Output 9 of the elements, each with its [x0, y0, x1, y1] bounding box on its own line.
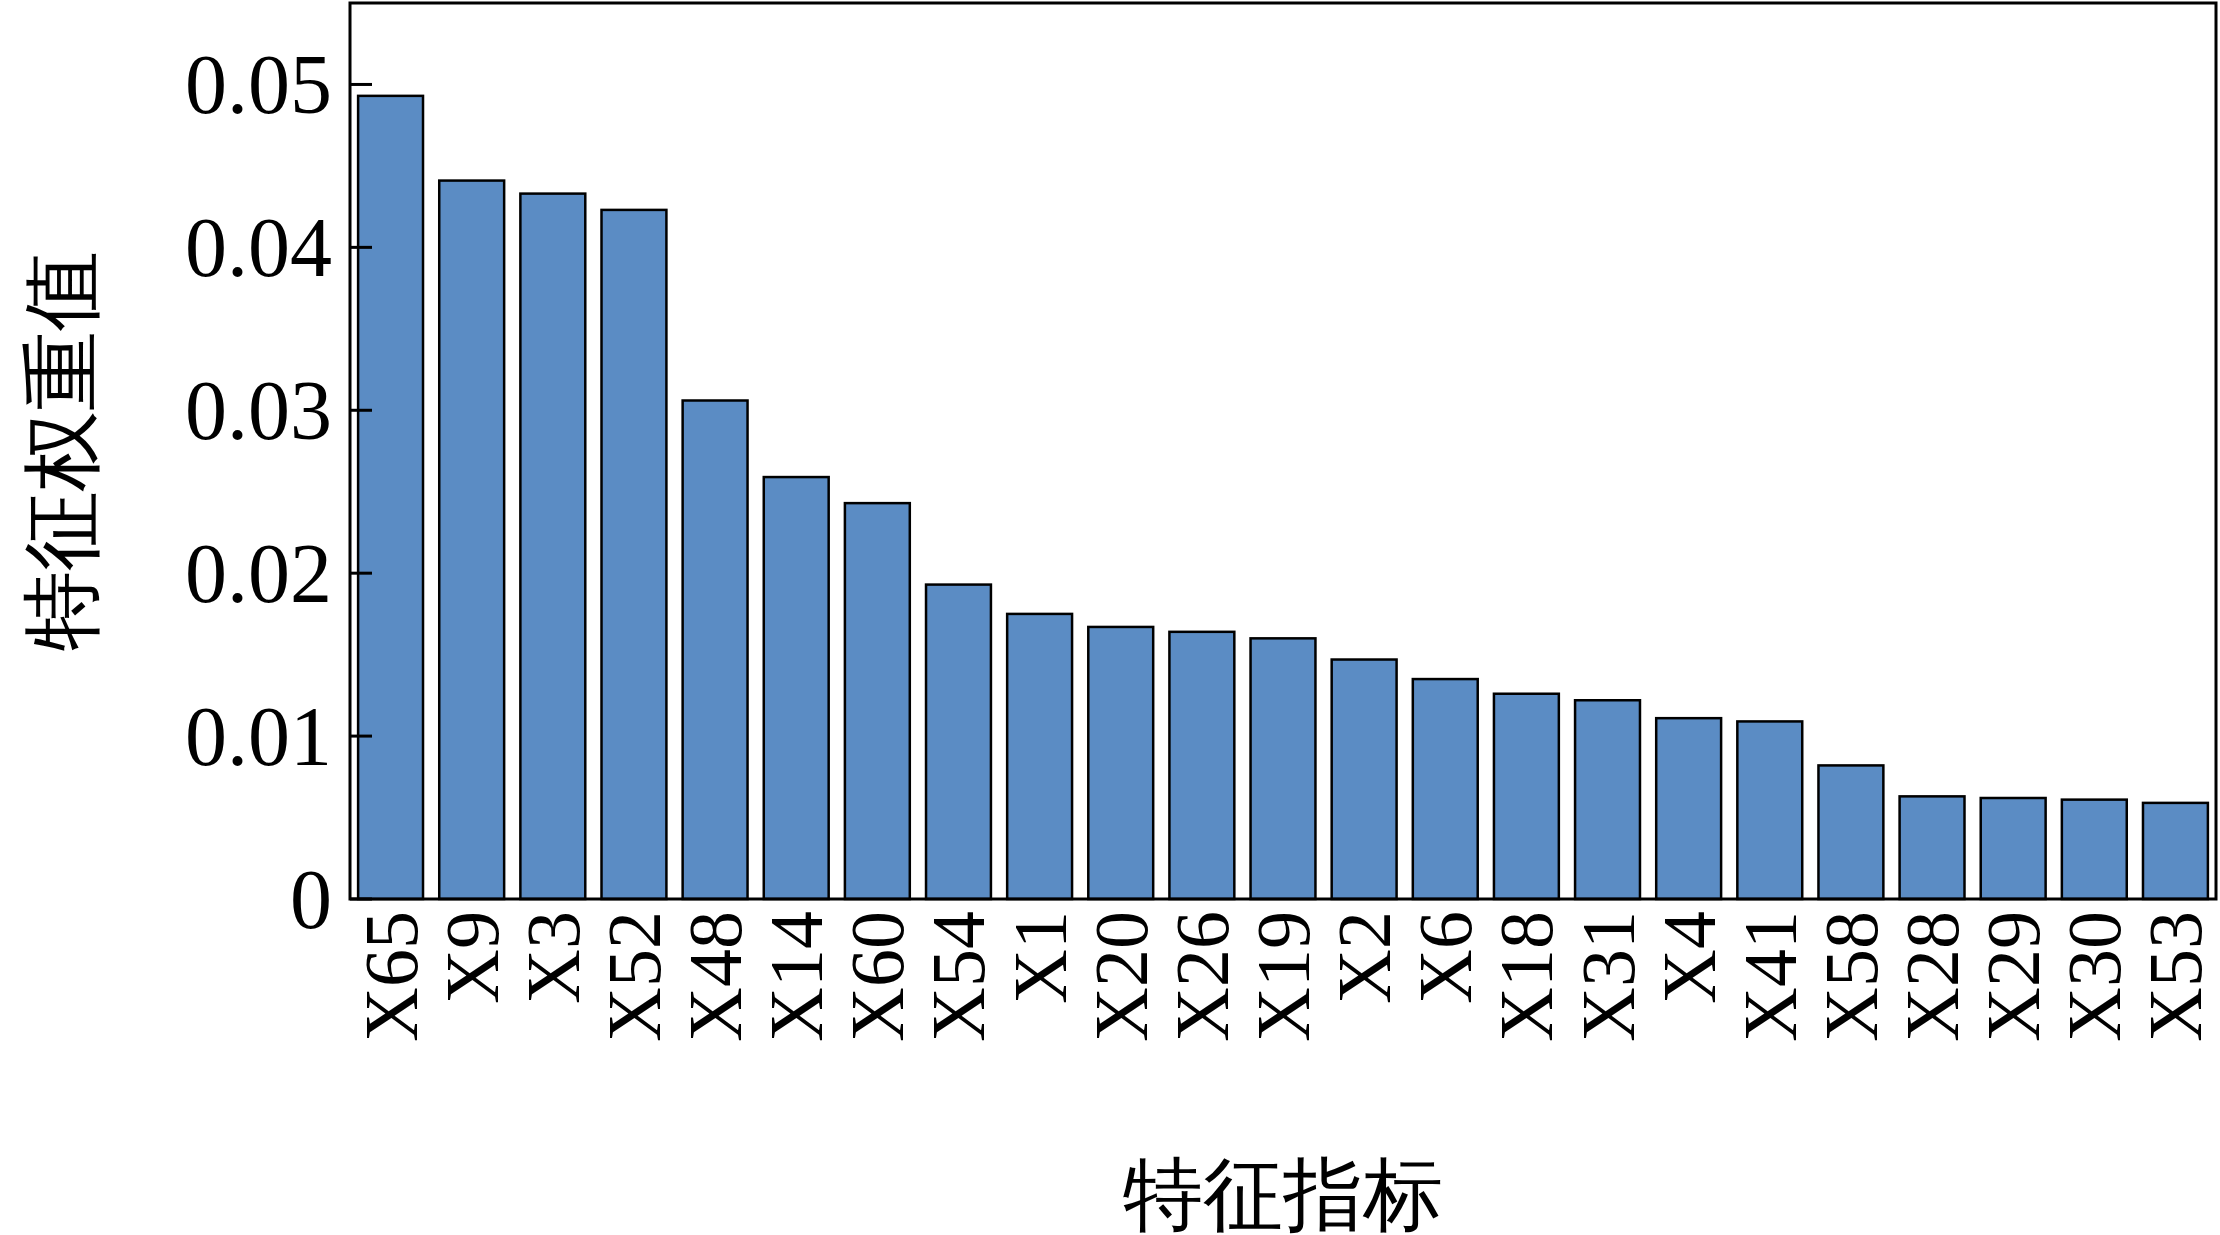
- y-tick-label: 0.01: [185, 689, 332, 783]
- y-tick-label: 0.05: [185, 37, 332, 131]
- x-axis-title: 特征指标: [1123, 1151, 1443, 1235]
- x-tick-label: X19: [1241, 911, 1325, 1042]
- y-tick-label: 0.03: [185, 363, 332, 457]
- y-tick-label: 0: [290, 852, 332, 946]
- y-tick-label: 0.04: [185, 200, 332, 294]
- y-axis-title: 特征权重值: [18, 251, 106, 651]
- y-tick-label: 0.02: [185, 526, 332, 620]
